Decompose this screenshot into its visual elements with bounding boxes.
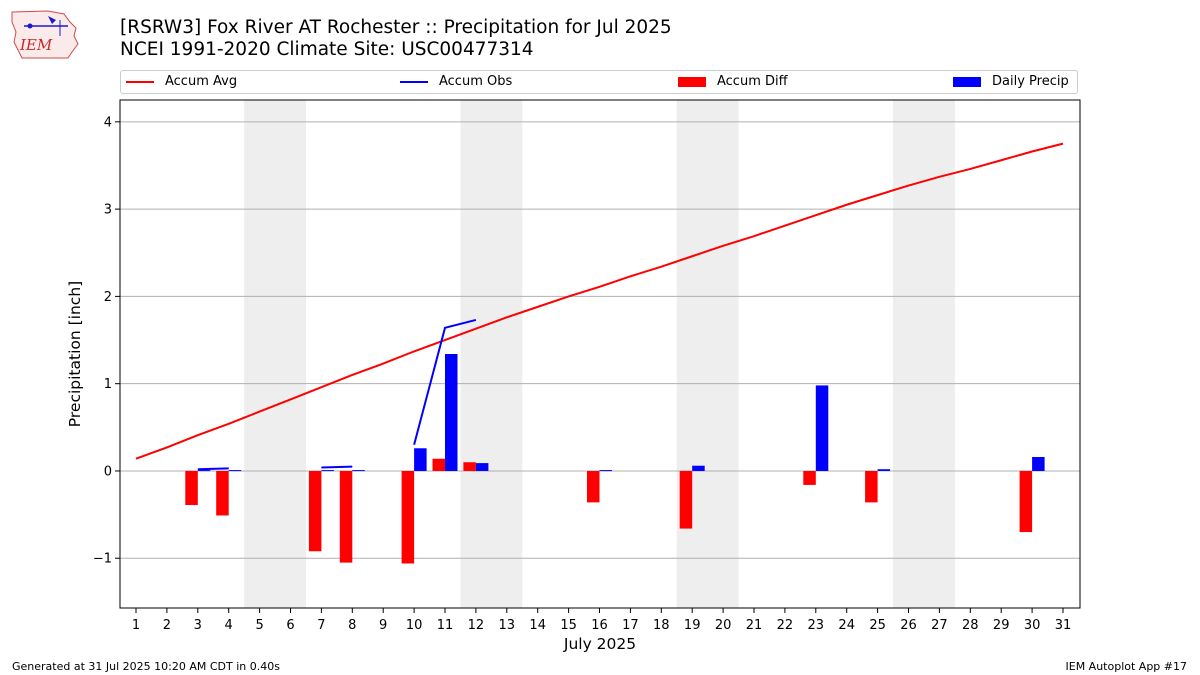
title-line-1: [RSRW3] Fox River AT Rochester :: Precip… (120, 17, 672, 38)
bar-accum-diff (216, 470, 229, 516)
x-tick-label: 16 (591, 618, 608, 633)
x-tick-label: 11 (437, 618, 454, 633)
bar-accum-diff (308, 470, 322, 552)
bar-daily-precip (815, 385, 829, 471)
weekend-band (244, 100, 306, 608)
x-tick-label: 1 (132, 618, 140, 633)
weekend-band (460, 100, 523, 608)
x-tick-label: 31 (1055, 618, 1072, 633)
bar-daily-precip (877, 469, 891, 471)
y-axis-label: Precipitation [inch] (66, 281, 84, 427)
y-tick-label: −1 (93, 552, 112, 567)
weekend-band (676, 100, 739, 608)
bar-daily-precip (475, 463, 489, 471)
x-tick-label: 25 (869, 618, 886, 633)
bar-accum-diff (463, 462, 476, 471)
bar-accum-diff (1019, 470, 1033, 533)
x-tick-label: 29 (993, 618, 1010, 633)
legend-label-accum-obs: Accum Obs (439, 74, 513, 89)
legend-label-accum-avg: Accum Avg (165, 74, 238, 89)
bar-daily-precip (352, 470, 365, 472)
legend-label-accum-diff: Accum Diff (717, 74, 788, 89)
legend-swatch-daily-precip (953, 76, 981, 87)
bar-daily-precip (414, 448, 427, 471)
title-line-2: NCEI 1991-2020 Climate Site: USC00477314 (120, 39, 534, 60)
y-tick-label: 2 (104, 290, 112, 305)
bar-accum-diff (803, 470, 816, 485)
x-tick-label: 28 (962, 618, 979, 633)
x-tick-label: 8 (348, 618, 356, 633)
x-tick-label: 10 (406, 618, 423, 633)
x-tick-label: 17 (622, 618, 639, 633)
y-tick-label: 0 (104, 464, 112, 479)
line-accum-obs (321, 465, 353, 469)
y-tick-label: 3 (104, 203, 112, 218)
legend-item-daily-precip: Daily Precip (953, 74, 1069, 89)
logo-text: IEM (19, 36, 53, 54)
x-tick-label: 22 (777, 618, 794, 633)
bar-daily-precip (1032, 456, 1045, 471)
x-tick-label: 19 (684, 618, 701, 633)
line-accum-obs (413, 318, 477, 446)
x-tick-label: 30 (1024, 618, 1041, 633)
x-tick-label: 14 (529, 618, 546, 633)
x-tick-label: 5 (255, 618, 263, 633)
x-tick-label: 6 (286, 618, 294, 633)
bar-accum-diff (587, 470, 600, 503)
bar-accum-diff (339, 470, 353, 563)
x-tick-label: 23 (808, 618, 825, 633)
bar-daily-precip (197, 470, 211, 472)
legend: Accum Avg Accum Obs Accum Diff Daily Pre… (120, 70, 1078, 94)
bar-accum-diff (865, 470, 878, 503)
weekend-band (893, 100, 955, 608)
x-tick-label: 13 (499, 618, 516, 633)
x-tick-label: 27 (931, 618, 948, 633)
x-tick-label: 26 (900, 618, 917, 633)
legend-label-daily-precip: Daily Precip (992, 74, 1069, 89)
bar-daily-precip (445, 354, 458, 471)
x-tick-label: 24 (838, 618, 855, 633)
x-tick-label: 9 (379, 618, 387, 633)
x-tick-label: 4 (225, 618, 233, 633)
x-tick-label: 20 (715, 618, 732, 633)
x-tick-label: 3 (194, 618, 202, 633)
legend-swatch-accum-diff (678, 76, 706, 87)
legend-item-accum-obs: Accum Obs (400, 74, 512, 89)
chart-title: [RSRW3] Fox River AT Rochester :: Precip… (120, 17, 672, 61)
footer-generated: Generated at 31 Jul 2025 10:20 AM CDT in… (12, 660, 280, 673)
x-tick-label: 2 (163, 618, 171, 633)
bar-accum-diff (185, 470, 198, 506)
legend-swatch-accum-obs (400, 80, 428, 83)
bar-accum-diff (679, 470, 693, 529)
bar-accum-diff (401, 470, 415, 564)
x-tick-label: 18 (653, 618, 670, 633)
bar-daily-precip (228, 470, 242, 472)
bar-daily-precip (599, 470, 612, 472)
legend-item-accum-avg: Accum Avg (126, 74, 237, 89)
bar-daily-precip (321, 470, 334, 472)
line-accum-avg (135, 142, 1064, 460)
footer-app: IEM Autoplot App #17 (1065, 660, 1188, 673)
legend-swatch-accum-avg (126, 80, 154, 83)
x-tick-label: 15 (560, 618, 577, 633)
line-accum-obs (197, 467, 229, 471)
iem-logo: IEM (11, 10, 79, 59)
bar-daily-precip (692, 465, 705, 471)
legend-item-accum-diff: Accum Diff (678, 74, 788, 89)
x-tick-label: 7 (317, 618, 325, 633)
y-tick-label: 4 (104, 115, 112, 130)
y-tick-label: 1 (104, 377, 112, 392)
x-tick-label: 21 (746, 618, 763, 633)
x-tick-label: 12 (468, 618, 485, 633)
bar-accum-diff (432, 458, 445, 471)
x-axis-label: July 2025 (563, 635, 636, 653)
